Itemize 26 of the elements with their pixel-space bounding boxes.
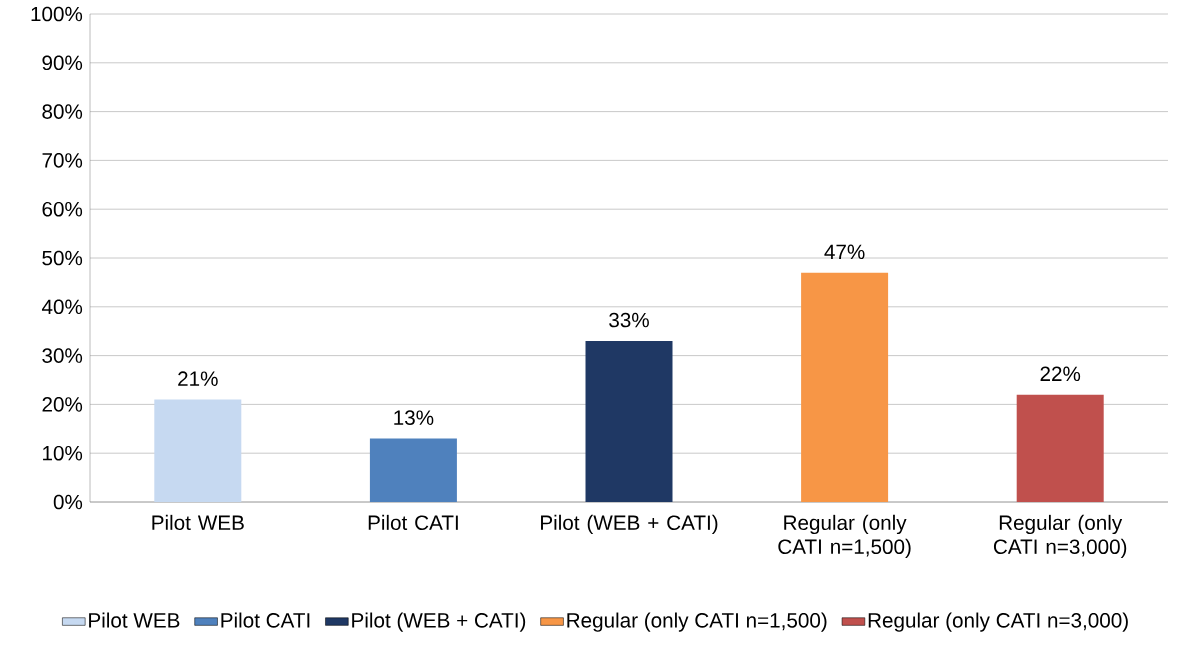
y-tick-label: 100% [31,6,83,22]
x-tick-label: Regular (only CATI n=3,000) [993,514,1127,559]
data-label: 47% [824,244,865,260]
y-tick-label: 50% [42,250,83,266]
y-tick-label: 0% [53,494,83,510]
data-label: 13% [394,410,434,425]
x-tick-label: Pilot CATI [368,514,458,531]
y-tick-label: 80% [42,104,83,119]
y-tick-label: 10% [43,445,83,461]
x-tick-label: Pilot WEB [152,514,244,531]
y-tick-label: 60% [42,201,83,217]
y-tick-label: 20% [42,397,83,412]
legend-label: Pilot WEB [89,612,180,628]
legend-label: Pilot CATI [221,612,310,628]
x-tick-label: Regular (only CATI n=1,500) [778,514,911,559]
data-label: 21% [178,371,218,386]
x-tick-label: Pilot (WEB + CATI) [541,514,718,535]
legend-label: Regular (only CATI n=3,000) [868,612,1128,632]
legend-label: Pilot (WEB + CATI) [352,612,526,632]
legend-label: Regular (only CATI n=1,500) [567,612,827,632]
data-label: 33% [609,312,649,328]
y-tick-label: 90% [42,55,83,71]
y-tick-label: 70% [42,153,83,168]
data-label: 22% [1040,366,1081,382]
y-tick-label: 40% [41,299,83,315]
y-tick-label: 30% [42,348,83,363]
